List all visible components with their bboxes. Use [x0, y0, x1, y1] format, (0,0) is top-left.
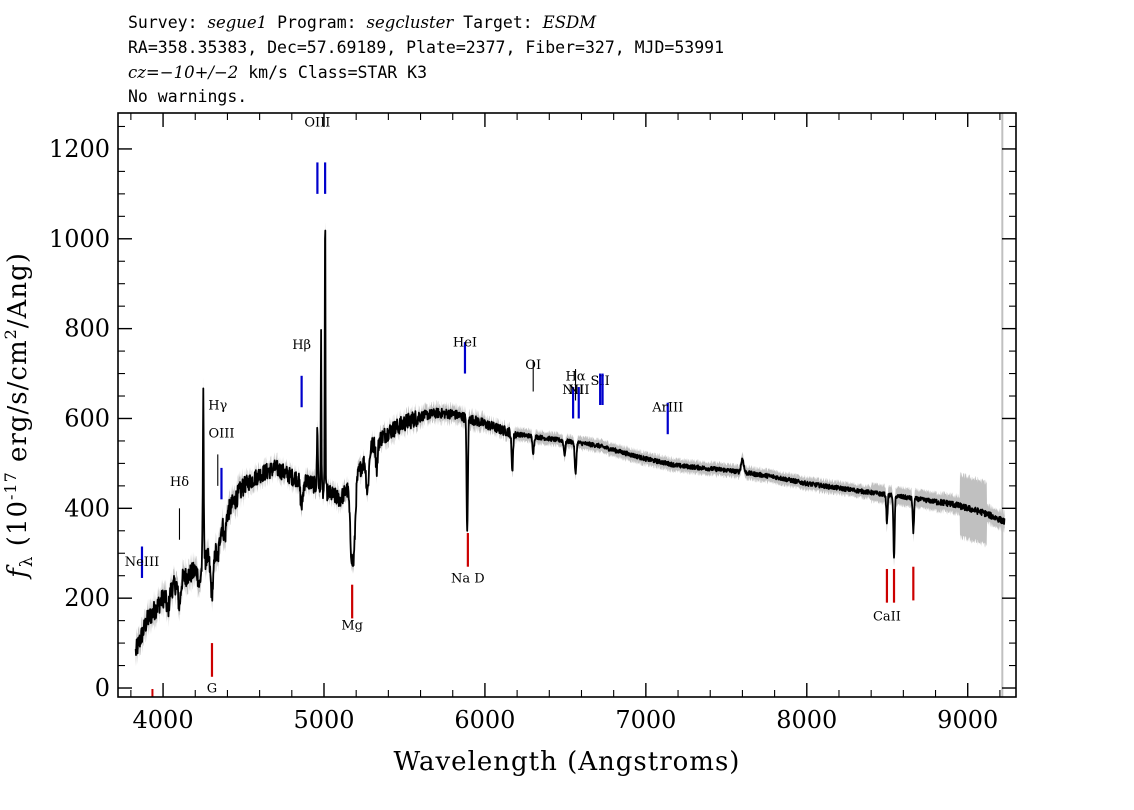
y-axis-title-f: f: [3, 564, 33, 580]
emission-line-label: Hγ: [208, 398, 227, 413]
emission-line-label: Hδ: [170, 475, 189, 490]
header-line-4: No warnings.: [128, 87, 248, 106]
y-axis-title: fλ (10-17 erg/s/cm2/Ang): [1, 252, 37, 580]
x-tick-label: 5000: [293, 706, 354, 734]
header-line-2: RA=358.35383, Dec=57.69189, Plate=2377, …: [128, 38, 725, 57]
cz-value: −10+/−2: [159, 63, 239, 82]
y-axis-title-mid: erg/s/cm: [3, 339, 33, 471]
y-axis-title-tail: /Ang): [3, 252, 33, 328]
absorption-line-label: Mg: [341, 619, 363, 634]
spectrum-layer: [134, 229, 1006, 656]
y-axis-title-sub: λ: [17, 555, 37, 567]
y-axis-title-open: (10: [3, 500, 33, 556]
plot-frame: [117, 112, 1017, 698]
survey-value: segue1: [207, 13, 268, 32]
x-tick-label: 9000: [937, 706, 998, 734]
error-band-layer: [135, 113, 1005, 697]
target-value: ESDM: [542, 13, 597, 32]
emission-line-label: ArIII: [651, 401, 683, 416]
x-axis-title: Wavelength (Angstroms): [394, 747, 741, 777]
y-tick-label: 0: [95, 674, 110, 702]
emission-line-label: OIII: [208, 426, 234, 441]
emission-line-label: OIII: [304, 115, 330, 130]
y-axis-title-exp1: -17: [1, 471, 20, 500]
axis-ticks-layer: 4000 5000 6000 7000 8000 9000 0 200 400 600 800 100…: [49, 113, 1016, 734]
error-band: [135, 222, 1005, 667]
y-tick-label: 200: [64, 584, 110, 612]
emission-line-label: NeIII: [125, 555, 159, 570]
y-tick-label: 1000: [49, 225, 110, 253]
y-tick-label: 600: [64, 404, 110, 432]
absorption-line-label: Na D: [451, 571, 485, 586]
header-line-1: Survey: segue1 Program: segcluster Targe…: [128, 12, 596, 34]
x-tick-label: 4000: [133, 706, 194, 734]
emission-line-label: NII: [568, 383, 590, 398]
emission-line-label: Hα: [565, 369, 585, 384]
x-tick-label: 6000: [454, 706, 515, 734]
emission-line-label: SII: [591, 374, 610, 389]
absorption-line-label: CaII: [873, 610, 901, 625]
y-axis-title-exp2: 2: [1, 328, 20, 339]
header-line-3: cz=−10+/−2 km/s Class=STAR K3: [128, 62, 427, 84]
x-tick-label: 8000: [776, 706, 837, 734]
spectrum-line: [134, 229, 1006, 656]
cz-label: cz=: [128, 63, 160, 82]
emission-line-label: OI: [525, 358, 541, 373]
y-tick-label: 400: [64, 494, 110, 522]
spectral-lines-layer: NeIIIHδHγOIIIHβOIIIHeIOINIIHαNIISIIArIII…: [125, 115, 915, 697]
program-value: segcluster: [366, 13, 454, 32]
survey-label: Survey:: [128, 13, 198, 32]
y-tick-label: 1200: [49, 135, 110, 163]
program-label: Program:: [277, 13, 357, 32]
emission-line-label: HeI: [453, 336, 477, 351]
cz-rest: km/s Class=STAR K3: [238, 63, 428, 82]
absorption-line-label: G: [207, 682, 217, 697]
x-tick-label: 7000: [615, 706, 676, 734]
emission-line-label: Hβ: [292, 338, 311, 353]
target-label: Target:: [463, 13, 533, 32]
y-tick-label: 800: [64, 315, 110, 343]
